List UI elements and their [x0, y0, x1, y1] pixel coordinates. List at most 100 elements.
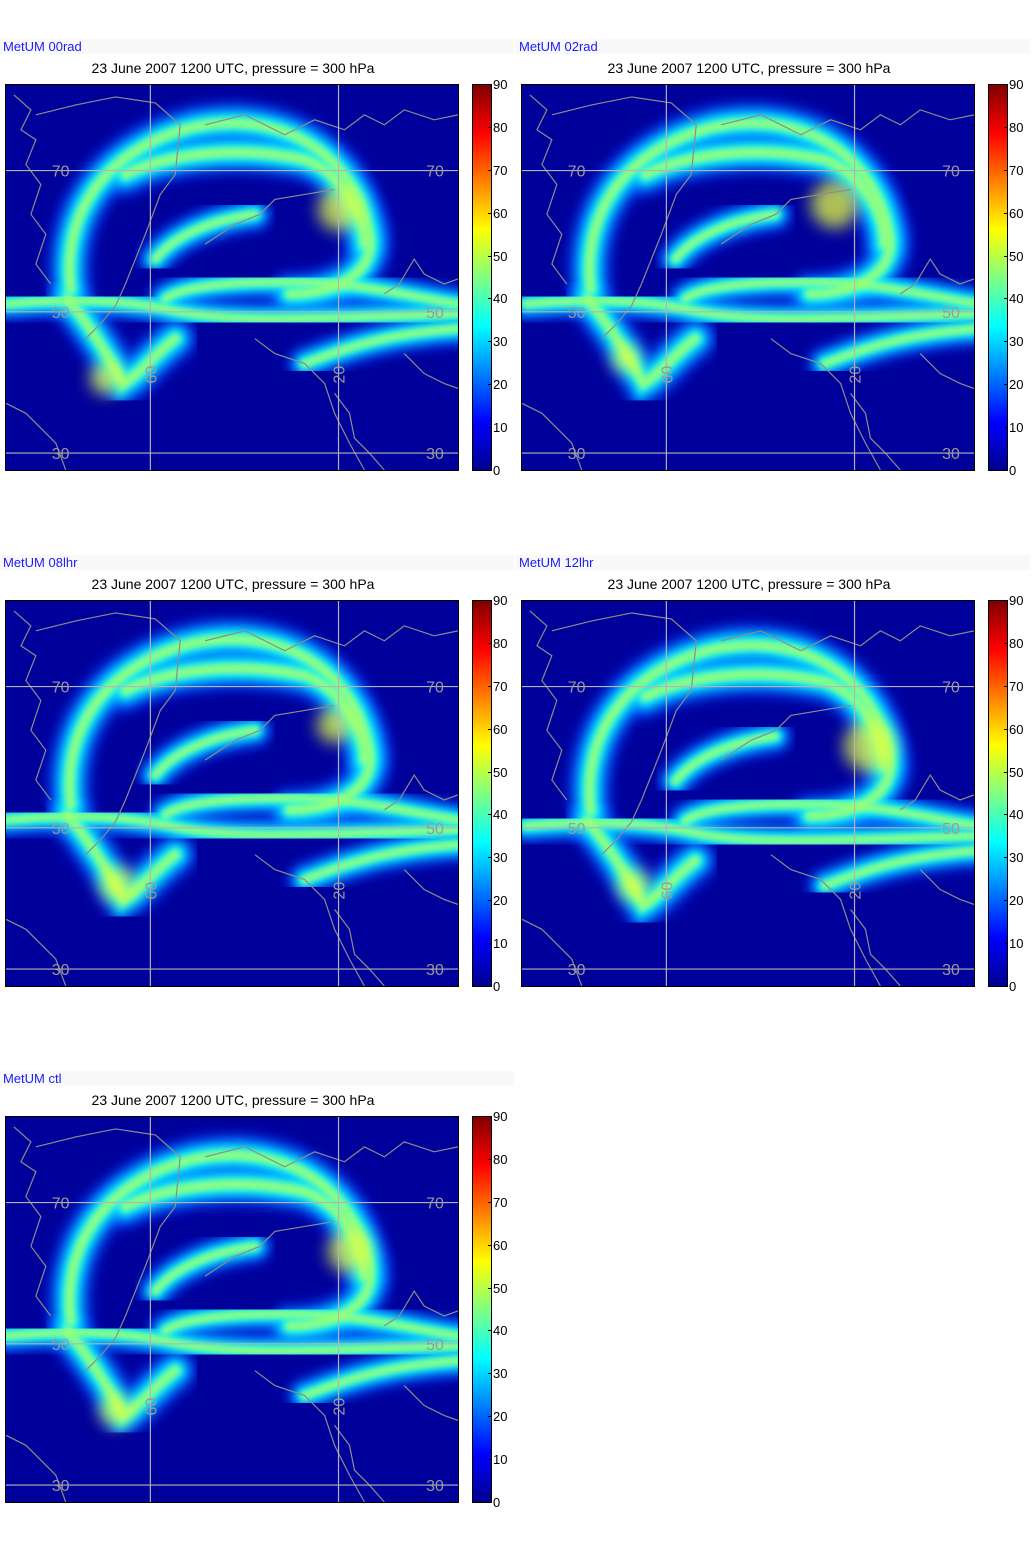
graticule-label: 20: [331, 1398, 348, 1416]
graticule: [6, 601, 458, 986]
coastlines: [6, 94, 458, 470]
jet-stream-field: [522, 622, 974, 938]
colorbar-tick-label: 60: [487, 1237, 508, 1253]
jet-band: [821, 847, 974, 889]
map-canvas: 70 70 50 50 30 30 60 20: [5, 600, 459, 987]
jet-stream-field: [522, 100, 974, 416]
jet-stream-field: [6, 1132, 458, 1448]
colorbar-tick-label: 80: [1003, 635, 1024, 651]
colorbar-tick-label: 50: [1003, 764, 1024, 780]
colorbar: [472, 1116, 492, 1503]
colorbar-tick-label: 20: [1003, 893, 1024, 909]
wind-maximum: [99, 1394, 132, 1427]
coastline: [551, 612, 697, 856]
wind-maximum: [317, 187, 362, 232]
coastline: [551, 96, 697, 340]
coastline: [919, 353, 974, 389]
colorbar-tick-label: 30: [487, 1366, 508, 1382]
coastline: [850, 393, 901, 470]
colorbar: [472, 600, 492, 987]
coastline: [6, 918, 67, 986]
coastline: [254, 1370, 365, 1502]
coastline: [204, 1141, 458, 1168]
colorbar-tick-label: 80: [487, 1151, 508, 1167]
run-label: MetUM ctl: [3, 1071, 62, 1086]
wind-maximum: [617, 869, 650, 902]
colorbar-tick-label: 10: [487, 420, 508, 436]
coastline: [529, 94, 568, 285]
panel-header: [0, 555, 514, 570]
coastline: [383, 773, 458, 811]
jet-band: [152, 1243, 259, 1295]
graticule: [522, 601, 974, 986]
jet-band: [121, 664, 369, 765]
graticule-label: 30: [426, 962, 444, 979]
run-label: MetUM 02rad: [519, 39, 598, 54]
coastline: [899, 257, 974, 295]
coastline: [720, 704, 851, 761]
coastline: [35, 1128, 181, 1372]
coastline: [13, 1126, 52, 1317]
coastlines: [522, 610, 974, 986]
jet-band: [162, 794, 458, 824]
coastline: [254, 854, 365, 986]
coastline: [720, 109, 974, 136]
wind-maximum: [89, 362, 122, 395]
wind-maximum: [611, 344, 640, 373]
coastline: [6, 1434, 67, 1502]
coastline: [204, 704, 335, 761]
jet-band: [585, 641, 895, 820]
colorbar-tick-label: 10: [487, 1452, 508, 1468]
graticule-label: 50: [52, 1337, 70, 1354]
coastline: [529, 610, 568, 801]
panel-12lhr: MetUM 12lhr 23 June 2007 1200 UTC, press…: [516, 555, 1030, 1025]
colorbar-tick-label: 50: [487, 1280, 508, 1296]
jet-band: [65, 1151, 375, 1330]
graticule-label: 70: [942, 680, 960, 697]
colorbar-ticks: 90 80 70 60 50 40 30 20 10 0: [487, 78, 515, 477]
coastline: [334, 909, 385, 986]
jet-band: [583, 816, 700, 911]
graticule: [522, 85, 974, 470]
wind-maximum: [327, 1229, 372, 1274]
colorbar-tick-label: 30: [487, 334, 508, 350]
colorbar-tick-label: 70: [487, 162, 508, 178]
colorbar-tick-label: 30: [1003, 334, 1024, 350]
colorbar: [988, 84, 1008, 471]
colorbar-tick-label: 20: [1003, 377, 1024, 393]
colorbar-tick-label: 10: [487, 936, 508, 952]
map-canvas: 70 70 50 50 30 30 60 20: [521, 600, 975, 987]
colorbar-tick-label: 70: [487, 1194, 508, 1210]
colorbar-tick-label: 60: [487, 205, 508, 221]
jet-band: [301, 1357, 458, 1399]
coastline: [522, 402, 583, 470]
graticule-label: 70: [52, 1196, 70, 1213]
coastline: [720, 188, 851, 245]
coastline: [720, 625, 974, 652]
graticule-label: 70: [52, 680, 70, 697]
graticule-label: 30: [568, 962, 586, 979]
graticule-label: 50: [568, 821, 586, 838]
colorbar-tick-label: 0: [487, 463, 501, 478]
graticule-label: 50: [568, 305, 586, 322]
coastline: [204, 109, 458, 136]
colorbar-tick-label: 80: [487, 119, 508, 135]
colorbar-tick-label: 90: [487, 593, 508, 608]
jet-stream-field: [6, 100, 458, 416]
map-canvas: 70 70 50 50 30 30 60 20: [5, 1116, 459, 1503]
jet-band: [152, 211, 259, 263]
panel-title: 23 June 2007 1200 UTC, pressure = 300 hP…: [91, 576, 375, 592]
colorbar-tick-label: 50: [487, 764, 508, 780]
colorbar-ticks: 90 80 70 60 50 40 30 20 10 0: [1003, 594, 1031, 993]
graticule-label: 50: [942, 821, 960, 838]
wind-maximum: [810, 180, 859, 229]
graticule: [6, 85, 458, 470]
graticule-label: 70: [568, 164, 586, 181]
colorbar-tick-label: 60: [487, 721, 508, 737]
colorbar-tick-label: 0: [1003, 979, 1017, 994]
colorbar-tick-label: 50: [487, 248, 508, 264]
colorbar-tick-label: 0: [487, 1495, 501, 1510]
graticule-label: 60: [143, 882, 160, 900]
graticule-label: 70: [568, 680, 586, 697]
jet-band: [65, 635, 375, 814]
